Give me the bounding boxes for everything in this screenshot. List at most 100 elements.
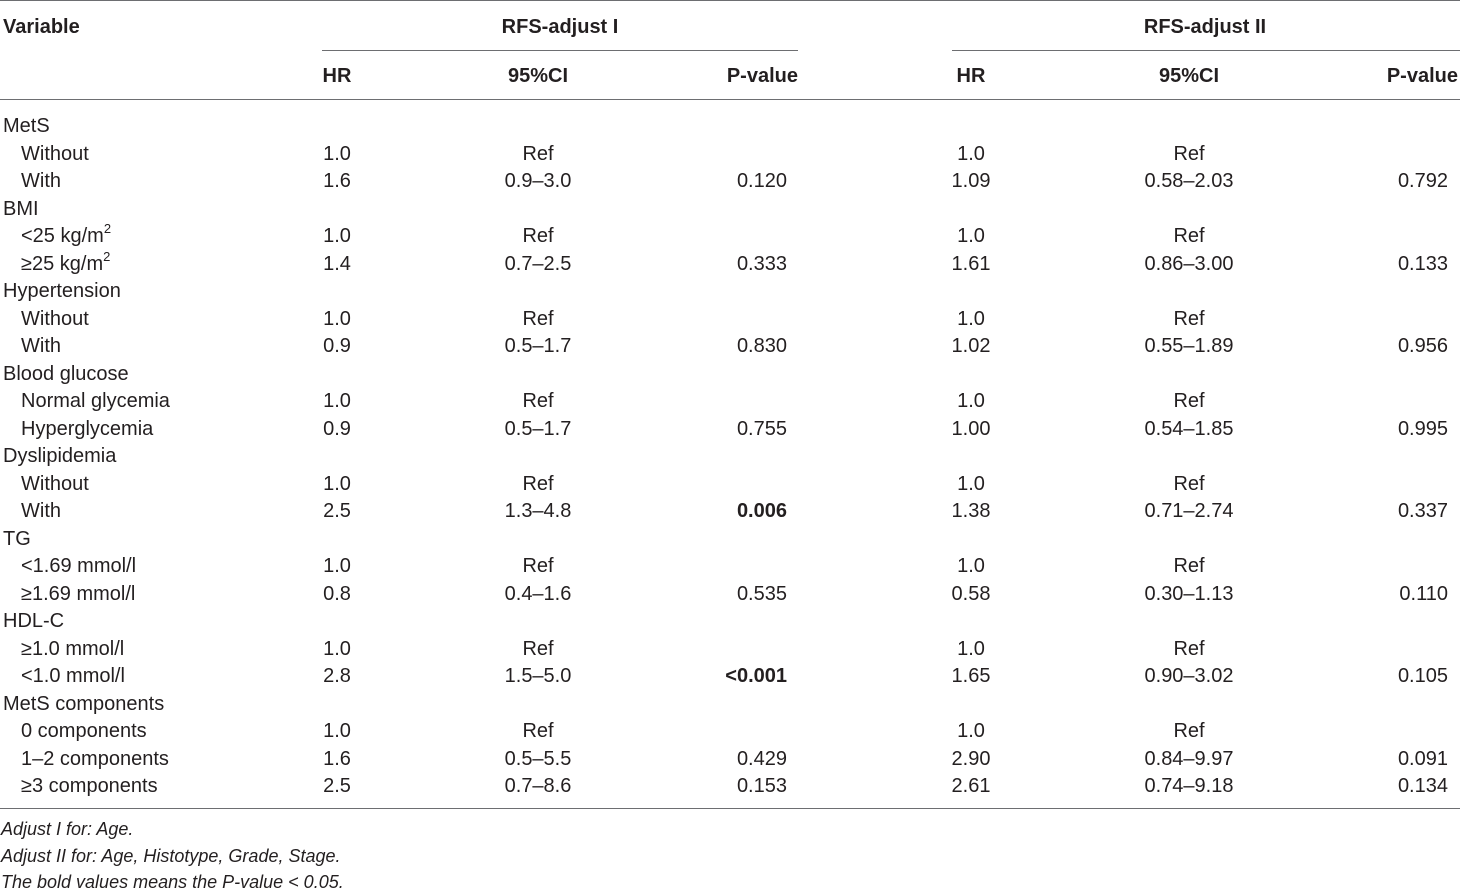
p-value-adjust-1: 0.333 xyxy=(736,252,787,275)
ci-adjust-1: 0.5–1.7 xyxy=(504,417,572,440)
p-value-adjust-2: 0.792 xyxy=(1397,170,1448,192)
row-label: <25 kg/m2 xyxy=(21,222,111,250)
ci-adjust-2: 0.55–1.89 xyxy=(1144,335,1234,357)
row-label-text: HDL-C xyxy=(3,610,65,632)
hr-adjust-1: 1.0 xyxy=(323,307,351,330)
p-value-adjust-2: 0.956 xyxy=(1397,335,1448,357)
unit-superscript: 2 xyxy=(103,248,111,264)
ci-adjust-2: 0.90–3.02 xyxy=(1144,665,1234,687)
category-label: HDL-C xyxy=(3,608,64,635)
table-body: MetS Without 1.0 Ref 1.0 Ref With 1.6 0.9–3.0 0.1… xyxy=(0,113,1460,801)
hr-adjust-2: 1.38 xyxy=(951,500,991,522)
row-label: ≥25 kg/m2 xyxy=(21,248,111,278)
hr-adjust-2: 1.0 xyxy=(957,225,985,247)
category-row: Dyslipidemia xyxy=(0,443,1460,471)
row-label-text: <1.69 mmol/l xyxy=(21,555,137,577)
ci-adjust-1: Ref xyxy=(522,555,554,577)
category-row: TG xyxy=(0,526,1460,554)
group-2-underline xyxy=(952,50,1460,51)
hr-adjust-2: 2.90 xyxy=(951,747,991,770)
hr-adjust-2: 2.61 xyxy=(951,775,991,797)
category-row: BMI xyxy=(0,196,1460,224)
header-bottom-rule xyxy=(0,99,1460,100)
row-label-text: Dyslipidemia xyxy=(3,445,117,467)
row-label: With xyxy=(21,168,61,195)
hr-adjust-1: 1.0 xyxy=(323,225,351,247)
header-ci-2: 95%CI xyxy=(1158,65,1220,87)
ci-adjust-1: 0.4–1.6 xyxy=(504,582,572,605)
row-label-text: With xyxy=(21,170,61,192)
hr-adjust-1: 1.0 xyxy=(323,142,351,165)
category-label: Hypertension xyxy=(3,278,121,305)
table-top-rule xyxy=(0,0,1460,1)
table-row: Without 1.0 Ref 1.0 Ref xyxy=(0,141,1460,169)
row-label: With xyxy=(21,498,61,525)
row-label-text: Hyperglycemia xyxy=(21,417,154,440)
category-label: Blood glucose xyxy=(3,361,129,388)
table-row: <1.69 mmol/l 1.0 Ref 1.0 Ref xyxy=(0,553,1460,581)
row-label-text: <1.0 mmol/l xyxy=(21,665,125,687)
hr-adjust-1: 1.0 xyxy=(323,555,351,577)
hr-adjust-1: 1.0 xyxy=(323,637,351,660)
ci-adjust-1: 0.9–3.0 xyxy=(504,170,572,192)
p-value-adjust-1: 0.153 xyxy=(736,775,787,797)
ci-adjust-2: Ref xyxy=(1173,390,1205,412)
p-value-adjust-2: 0.091 xyxy=(1397,747,1448,770)
p-value-adjust-2: 0.995 xyxy=(1397,417,1448,440)
row-label: Normal glycemia xyxy=(21,388,170,415)
hr-adjust-2: 1.0 xyxy=(957,390,985,412)
row-label-text: <25 kg/m xyxy=(21,225,104,247)
p-value-adjust-2: 0.133 xyxy=(1397,252,1448,275)
p-value-adjust-2: 0.134 xyxy=(1397,775,1448,797)
p-value-adjust-1: 0.429 xyxy=(736,747,787,770)
hr-adjust-2: 0.58 xyxy=(951,582,991,605)
hr-adjust-2: 1.0 xyxy=(957,720,985,742)
row-label-text: 1–2 components xyxy=(21,747,169,770)
hr-adjust-1: 1.6 xyxy=(323,747,351,770)
ci-adjust-1: Ref xyxy=(522,390,554,412)
ci-adjust-2: Ref xyxy=(1173,637,1205,660)
row-label-text: ≥3 components xyxy=(21,775,158,797)
row-label: Without xyxy=(21,306,89,333)
p-value-adjust-2: 0.337 xyxy=(1397,500,1448,522)
table-bottom-rule xyxy=(0,808,1460,809)
table-row: Without 1.0 Ref 1.0 Ref xyxy=(0,306,1460,334)
hr-adjust-1: 2.5 xyxy=(323,775,351,797)
footnote-adjust-1: Adjust I for: Age. xyxy=(1,819,134,839)
row-label: <1.69 mmol/l xyxy=(21,553,136,580)
row-label-text: ≥1.69 mmol/l xyxy=(21,582,136,605)
ci-adjust-2: Ref xyxy=(1173,472,1205,495)
ci-adjust-2: Ref xyxy=(1173,555,1205,577)
header-hr-2: HR xyxy=(956,65,986,87)
hr-adjust-1: 0.9 xyxy=(323,335,351,357)
hr-adjust-1: 0.8 xyxy=(323,582,351,605)
hr-adjust-2: 1.0 xyxy=(957,555,985,577)
ci-adjust-1: Ref xyxy=(522,637,554,660)
row-label: Hyperglycemia xyxy=(21,416,153,443)
row-label-text: TG xyxy=(3,527,31,550)
table-row: Without 1.0 Ref 1.0 Ref xyxy=(0,471,1460,499)
table-row: ≥1.69 mmol/l 0.8 0.4–1.6 0.535 0.58 0.30–1.13… xyxy=(0,581,1460,609)
row-label: With xyxy=(21,333,61,360)
table-row: <1.0 mmol/l 2.8 1.5–5.0 <0.001 1.65 0.90–3.02… xyxy=(0,663,1460,691)
row-label-text: With xyxy=(21,500,61,522)
table-row: 0 components 1.0 Ref 1.0 Ref xyxy=(0,718,1460,746)
ci-adjust-1: 0.7–8.6 xyxy=(504,775,572,797)
row-label: Without xyxy=(21,471,89,498)
row-label-text: ≥1.0 mmol/l xyxy=(21,637,125,660)
header-group-adjust-1: RFS-adjust I xyxy=(501,16,619,38)
row-label-text: Without xyxy=(21,472,89,495)
hr-adjust-2: 1.00 xyxy=(951,417,991,440)
p-value-adjust-2: 0.110 xyxy=(1399,582,1448,605)
p-value-adjust-1: 0.535 xyxy=(736,582,787,605)
ci-adjust-2: Ref xyxy=(1173,142,1205,165)
category-label: Dyslipidemia xyxy=(3,443,116,470)
row-label-text: Without xyxy=(21,307,89,330)
group-1-underline xyxy=(322,50,798,51)
table-row: Hyperglycemia 0.9 0.5–1.7 0.755 1.00 0.54–1.8… xyxy=(0,416,1460,444)
header-p-1: P-value xyxy=(726,65,798,87)
footnote-adjust-2: Adjust II for: Age, Histotype, Grade, St… xyxy=(1,846,341,866)
row-label: ≥1.0 mmol/l xyxy=(21,636,124,663)
hr-adjust-1: 2.8 xyxy=(323,665,351,687)
category-row: HDL-C xyxy=(0,608,1460,636)
